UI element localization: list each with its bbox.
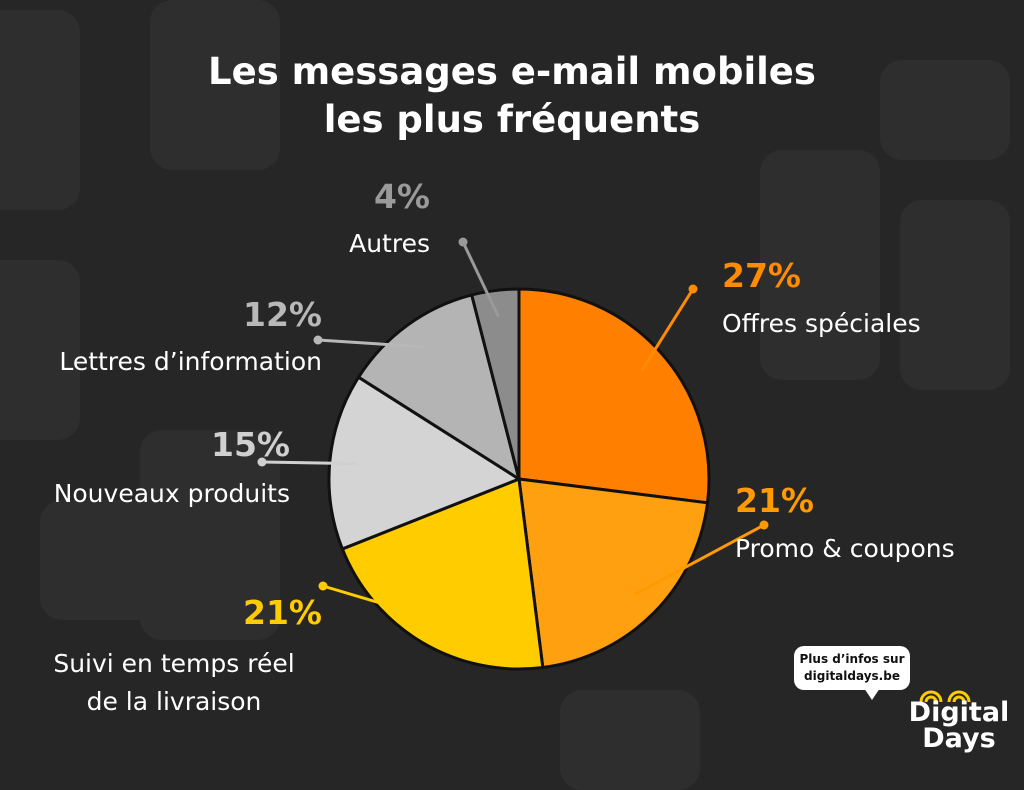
page-title: Les messages e-mail mobiles les plus fré… bbox=[0, 48, 1024, 144]
title-line-1: Les messages e-mail mobiles bbox=[208, 50, 816, 93]
logo-line-1: Digital bbox=[908, 697, 1010, 728]
leader-dot bbox=[313, 335, 323, 345]
slice-category-label: Autres bbox=[349, 229, 430, 258]
background-phone-icon bbox=[0, 260, 80, 440]
slice-percent-label: 21% bbox=[243, 593, 322, 632]
leader-line bbox=[322, 584, 437, 622]
pie-slice bbox=[470, 287, 521, 481]
leader-dot bbox=[257, 457, 267, 467]
slice-category-label: de la livraison bbox=[87, 687, 262, 716]
slice-category-label: Nouveaux produits bbox=[54, 479, 290, 508]
background-tablet-icon bbox=[140, 430, 280, 640]
info-speech-bubble[interactable]: Plus d’infos sur digitaldays.be bbox=[794, 646, 910, 700]
leader-line bbox=[640, 288, 695, 372]
digital-days-logo: Digital Days bbox=[900, 697, 1018, 754]
slice-category-label: Promo & coupons bbox=[735, 534, 955, 563]
promo-line-1: Plus d’infos sur bbox=[799, 652, 905, 666]
pie-chart: 27% Offres spéciales 21% Promo & coupons 21%… bbox=[53, 177, 955, 716]
leader-dot bbox=[458, 237, 468, 247]
pie-slice bbox=[517, 477, 710, 670]
leader-dot bbox=[688, 284, 698, 294]
slice-category-label: Lettres d’information bbox=[59, 347, 322, 376]
wifi-signal-icon bbox=[919, 690, 971, 703]
logo-line-2: Days bbox=[922, 723, 996, 754]
leader-line bbox=[461, 241, 500, 318]
background-tablet-icon bbox=[150, 0, 280, 170]
pie-slice bbox=[517, 287, 711, 505]
slice-percent-label: 4% bbox=[374, 177, 430, 216]
slice-percent-label: 15% bbox=[211, 425, 290, 464]
slice-category-label: Suivi en temps réel bbox=[53, 649, 294, 678]
background-phone-icon bbox=[0, 10, 80, 210]
leader-line bbox=[633, 523, 765, 596]
background-tablet-icon bbox=[900, 200, 1010, 390]
leader-line bbox=[261, 460, 357, 466]
slice-percent-label: 27% bbox=[722, 256, 801, 295]
leader-dot bbox=[318, 581, 328, 591]
promo-line-2[interactable]: digitaldays.be bbox=[804, 669, 900, 683]
pie-slice bbox=[340, 477, 545, 671]
title-line-2: les plus fréquents bbox=[323, 98, 701, 141]
leader-line bbox=[317, 338, 424, 349]
pie-slice bbox=[357, 293, 521, 481]
background-card-icon bbox=[880, 60, 1010, 160]
leader-dot bbox=[759, 520, 769, 530]
slice-percent-label: 12% bbox=[243, 295, 322, 334]
slice-category-label: Offres spéciales bbox=[722, 309, 921, 338]
pie-slice bbox=[327, 375, 521, 551]
background-phone-icon bbox=[760, 150, 880, 380]
slice-percent-label: 21% bbox=[735, 481, 814, 520]
